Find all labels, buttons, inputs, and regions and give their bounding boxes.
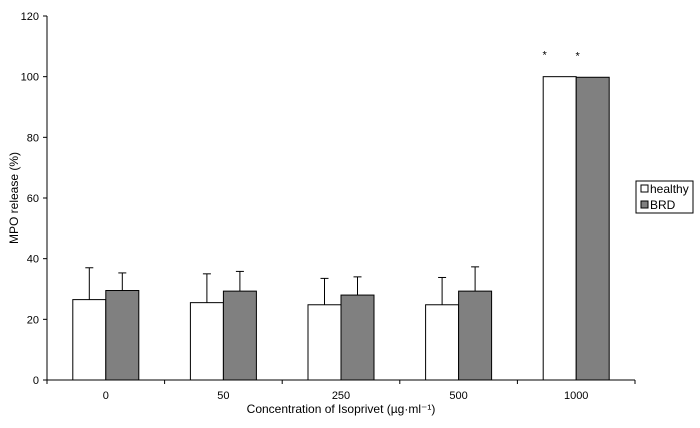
y-tick-label: 100 (21, 72, 39, 84)
y-tick-label: 120 (21, 11, 39, 23)
bar-healthy-50 (189, 302, 224, 381)
x-ticks-layer: 0 50 250 500 1000 (46, 380, 636, 402)
bar-brd-0 (105, 290, 140, 381)
bar-brd-250 (340, 294, 375, 381)
x-tick-label: 250 (332, 390, 350, 402)
x-tick-label: 0 (103, 390, 109, 402)
legend-label-brd: BRD (650, 198, 676, 212)
y-tick-label: 40 (27, 254, 39, 266)
legend-swatch-brd (640, 200, 649, 209)
bar-healthy-500 (425, 304, 460, 381)
x-tick-label: 1000 (564, 390, 588, 402)
bar-brd-50 (222, 290, 257, 381)
x-axis-title: Concentration of Isoprivet (µg·ml⁻¹) (247, 402, 436, 416)
y-tick-label: 60 (27, 193, 39, 205)
bar-brd-1000 (575, 76, 610, 381)
bar-healthy-1000 (542, 76, 577, 381)
y-ticks-layer: 0 20 40 60 80 100 120 (21, 11, 47, 387)
bars-layer (72, 76, 610, 381)
bar-brd-500 (458, 290, 493, 381)
bar-healthy-0 (72, 299, 107, 381)
y-tick-label: 80 (27, 132, 39, 144)
significance-marker: * (543, 50, 548, 62)
y-tick-label: 0 (33, 375, 39, 387)
y-tick-label: 20 (27, 314, 39, 326)
error-bars-layer (85, 266, 480, 305)
legend: healthy BRD (635, 180, 694, 214)
x-tick-label: 500 (449, 390, 467, 402)
bar-healthy-250 (307, 304, 342, 381)
significance-marker: * (576, 50, 581, 62)
legend-swatch-healthy (640, 184, 649, 193)
y-axis-title: MPO release (%) (7, 152, 21, 244)
annotations-layer: * * (543, 50, 581, 63)
x-tick-label: 50 (217, 390, 229, 402)
legend-label-healthy: healthy (650, 182, 689, 196)
